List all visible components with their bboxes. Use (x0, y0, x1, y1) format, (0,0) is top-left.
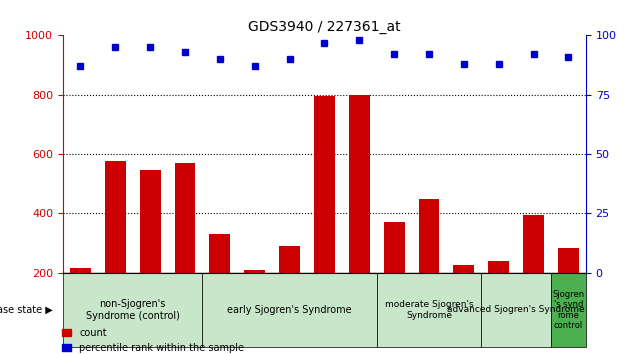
FancyBboxPatch shape (377, 273, 481, 347)
FancyBboxPatch shape (551, 273, 586, 347)
Bar (209, 234, 231, 332)
Bar (488, 261, 509, 332)
FancyBboxPatch shape (202, 273, 377, 347)
Legend: count, percentile rank within the sample: count, percentile rank within the sample (62, 328, 244, 353)
Bar (70, 268, 91, 332)
Bar (418, 199, 440, 332)
Bar (244, 270, 265, 332)
Bar (314, 96, 335, 332)
Bar (175, 163, 195, 332)
Bar (105, 161, 126, 332)
Text: non-Sjogren's
Syndrome (control): non-Sjogren's Syndrome (control) (86, 299, 180, 321)
Bar (523, 215, 544, 332)
FancyBboxPatch shape (481, 273, 551, 347)
Text: disease state ▶: disease state ▶ (0, 305, 52, 315)
Text: advanced Sjogren's Syndrome: advanced Sjogren's Syndrome (447, 306, 585, 314)
Bar (384, 222, 404, 332)
FancyBboxPatch shape (63, 273, 202, 347)
Text: moderate Sjogren's
Syndrome: moderate Sjogren's Syndrome (385, 300, 473, 320)
Bar (454, 266, 474, 332)
Bar (140, 170, 161, 332)
Bar (349, 95, 370, 332)
Title: GDS3940 / 227361_at: GDS3940 / 227361_at (248, 21, 401, 34)
Bar (558, 247, 579, 332)
Text: early Sjogren's Syndrome: early Sjogren's Syndrome (227, 305, 352, 315)
Bar (279, 246, 300, 332)
Text: Sjogren
's synd
rome
control: Sjogren 's synd rome control (553, 290, 585, 330)
